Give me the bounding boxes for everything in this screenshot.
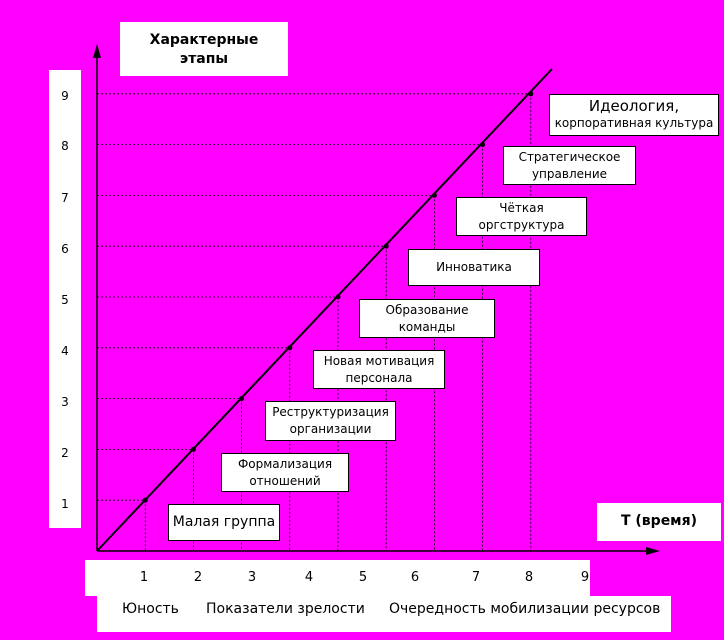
stage-3-line-1: Реструктуризация: [272, 405, 389, 419]
x-axis-arrow: [646, 547, 660, 555]
footer-panel: [97, 596, 671, 632]
stage-3-line-2: организации: [289, 422, 372, 436]
data-point-5: [335, 294, 341, 300]
x-tick-5: 5: [358, 570, 368, 585]
stage-5-line-2: команды: [398, 319, 456, 334]
data-point-1: [142, 497, 148, 503]
y-tick-3: 3: [61, 395, 69, 409]
stage-box-9: Идеология, корпоративная культура: [549, 94, 719, 136]
stage-2-line-1: Формализация: [237, 456, 333, 471]
x-tick-1: 1: [139, 570, 149, 585]
footer-maturity-indicators: Показатели зрелости: [206, 601, 365, 617]
stage-box-6: Инноватика: [408, 249, 540, 286]
x-tick-6: 6: [410, 570, 420, 585]
y-tick-7: 7: [61, 191, 69, 205]
stage-box-2: Формализация отношений: [221, 453, 349, 492]
stage-8-line-2: управление: [531, 166, 608, 181]
stage-7-line-1: Чёткая: [499, 200, 544, 215]
stage-1-line-1: Малая группа: [172, 514, 276, 530]
stage-box-7: Чёткая оргструктура: [456, 197, 587, 236]
footer-youth: Юность: [122, 601, 179, 617]
x-axis-label-box: T (время): [597, 503, 721, 541]
y-tick-8: 8: [61, 139, 69, 153]
stage-6-line-1: Инноватика: [436, 260, 512, 274]
y-tick-panel: [49, 70, 81, 528]
x-tick-2: 2: [193, 570, 203, 585]
y-tick-2: 2: [61, 446, 69, 460]
data-point-8: [480, 142, 486, 148]
stage-9-line-1: Идеология,: [588, 97, 680, 115]
stage-4-line-2: персонала: [345, 370, 413, 385]
stage-box-5: Образование команды: [359, 299, 495, 338]
x-tick-7: 7: [471, 570, 481, 585]
stage-box-1: Малая группа: [168, 504, 280, 541]
stage-5-line-1: Образование: [385, 302, 469, 317]
y-tick-5: 5: [61, 293, 69, 307]
stage-box-3: Реструктуризация организации: [265, 401, 396, 441]
data-point-2: [190, 446, 196, 452]
footer-resource-priority: Очередность мобилизации ресурсов: [389, 601, 661, 617]
data-point-9: [528, 91, 534, 97]
data-point-6: [383, 243, 389, 249]
y-axis-label-line-1: Характерные: [149, 32, 259, 48]
y-tick-4: 4: [61, 344, 69, 358]
stage-box-4: Новая мотивация персонала: [313, 350, 445, 389]
stage-2-line-2: отношений: [249, 473, 321, 488]
y-tick-9: 9: [61, 89, 69, 103]
data-point-4: [287, 345, 293, 351]
stage-box-8: Стратегическое управление: [503, 146, 636, 185]
growth-line: [96, 68, 553, 552]
y-tick-1: 1: [61, 497, 69, 511]
x-tick-panel: [85, 560, 590, 596]
y-axis-label-line-2: этапы: [179, 51, 229, 67]
stage-8-line-1: Стратегическое: [518, 149, 621, 164]
stage-9-line-2: корпоративная культура: [554, 116, 714, 130]
stage-7-line-2: оргструктура: [478, 217, 565, 232]
stage-4-line-1: Новая мотивация: [323, 353, 435, 368]
data-point-7: [431, 192, 437, 198]
y-axis-arrow: [93, 44, 101, 58]
x-tick-4: 4: [304, 570, 314, 585]
y-tick-6: 6: [61, 242, 69, 256]
x-tick-3: 3: [247, 570, 257, 585]
x-axis-label: T (время): [620, 513, 698, 529]
y-axis-label-box: Характерные этапы: [120, 22, 288, 76]
x-tick-9: 9: [580, 570, 590, 585]
data-point-3: [239, 396, 245, 402]
data-points: [142, 91, 534, 503]
x-tick-8: 8: [524, 570, 534, 585]
